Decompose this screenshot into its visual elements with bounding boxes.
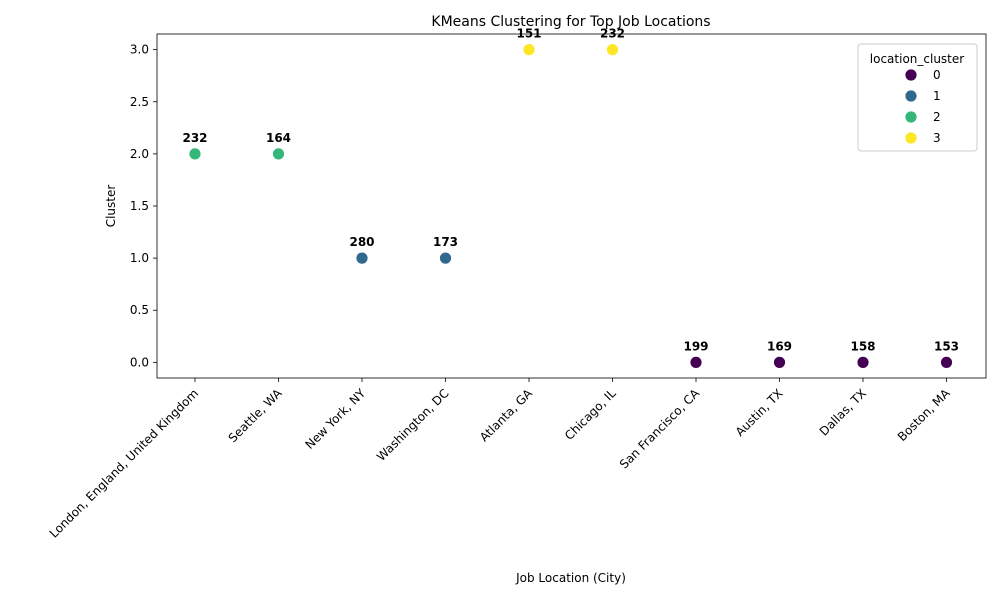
data-point (522, 43, 536, 57)
legend-label: 3 (933, 131, 941, 145)
legend-marker (904, 89, 918, 103)
legend-marker (904, 131, 918, 145)
legend: location_cluster 0 1 2 3 (857, 43, 978, 152)
data-label: 169 (767, 339, 792, 353)
data-point (856, 355, 870, 369)
data-point (439, 251, 452, 265)
x-tick-label: Austin, TX (733, 386, 786, 439)
data-point (606, 43, 619, 57)
legend-title: location_cluster (870, 52, 964, 66)
data-point (940, 355, 953, 369)
data-label: 280 (349, 235, 374, 249)
x-tick-label: London, England, United Kingdom (47, 386, 201, 540)
x-tick-label: Washington, DC (374, 386, 452, 464)
legend-marker (904, 110, 918, 124)
chart-title: KMeans Clustering for Top Job Locations (431, 14, 710, 30)
legend-label: 0 (933, 68, 941, 82)
legend-items: 0 1 2 3 (904, 68, 941, 145)
x-tick-label: Dallas, TX (817, 386, 869, 438)
data-label: 158 (850, 339, 875, 353)
data-label: 173 (433, 235, 458, 249)
data-label: 164 (266, 131, 291, 145)
y-axis-title: Cluster (104, 185, 118, 228)
data-label: 151 (516, 27, 541, 41)
y-tick-label: 1.0 (130, 251, 149, 265)
data-label: 232 (182, 131, 207, 145)
legend-label: 2 (933, 110, 941, 124)
y-tick-label: 3.0 (130, 43, 149, 57)
data-point (773, 355, 786, 369)
data-label: 199 (683, 339, 708, 353)
data-point (188, 147, 202, 161)
x-axis-title: Job Location (City) (515, 571, 626, 585)
legend-label: 1 (933, 89, 941, 103)
y-tick-label: 2.5 (130, 95, 149, 109)
x-tick-label: Chicago, IL (562, 386, 619, 443)
data-label: 232 (600, 27, 625, 41)
data-label: 153 (934, 339, 959, 353)
legend-frame (857, 43, 978, 152)
x-tick-label: New York, NY (302, 386, 368, 452)
plot-area (156, 33, 987, 379)
x-tick-label: Atlanta, GA (477, 386, 536, 445)
y-tick-label: 1.5 (130, 199, 149, 213)
x-tick-label: Boston, MA (895, 386, 953, 444)
legend-marker (904, 68, 918, 82)
y-tick-label: 0.5 (130, 303, 149, 317)
data-point (272, 147, 285, 161)
data-point (355, 251, 369, 265)
y-tick-label: 0.0 (130, 355, 149, 369)
x-tick-label: Seattle, WA (226, 386, 286, 446)
x-tick-label: San Francisco, CA (617, 386, 703, 472)
data-point (689, 355, 703, 369)
y-tick-label: 2.0 (130, 147, 149, 161)
